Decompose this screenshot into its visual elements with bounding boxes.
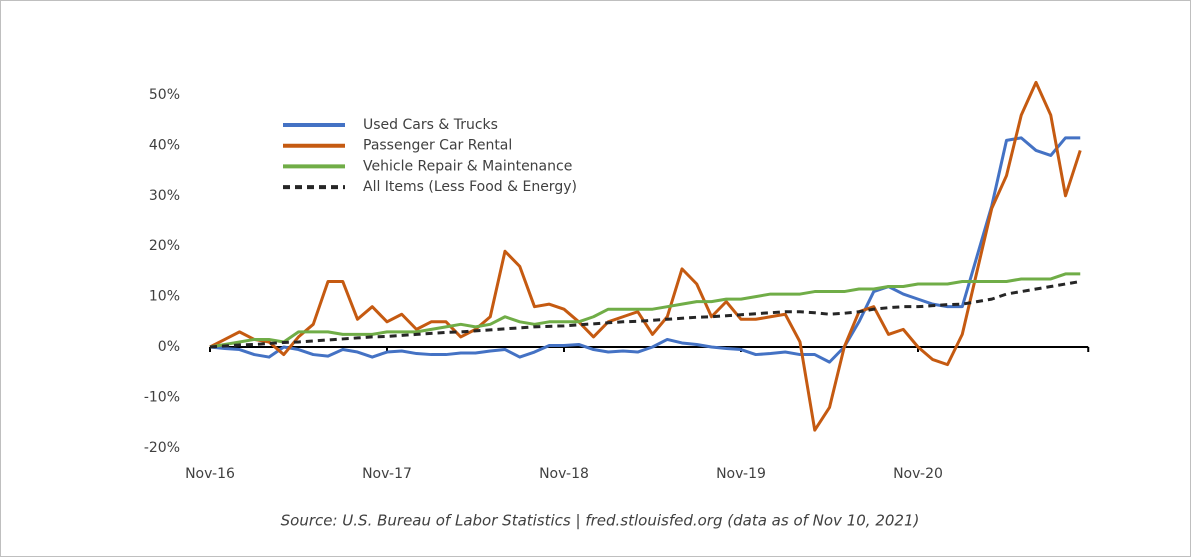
- y-tick-label: 10%: [149, 289, 180, 305]
- y-tick-label: 50%: [149, 87, 180, 103]
- y-tick-label: 0%: [158, 339, 180, 355]
- y-tick-label: -20%: [144, 440, 180, 456]
- x-tick-label: Nov-17: [362, 466, 412, 482]
- legend-label: Vehicle Repair & Maintenance: [363, 158, 572, 174]
- y-tick-label: -10%: [144, 389, 180, 405]
- x-tick-label: Nov-19: [716, 466, 766, 482]
- x-tick-label: Nov-18: [539, 466, 589, 482]
- source-note: Source: U.S. Bureau of Labor Statistics …: [281, 512, 920, 530]
- legend-label: Used Cars & Trucks: [363, 117, 498, 133]
- series-line: [209, 136, 1081, 364]
- series-line: [209, 280, 1081, 349]
- y-tick-label: 30%: [149, 188, 180, 204]
- y-tick-label: 40%: [149, 137, 180, 153]
- y-tick-label: 20%: [149, 238, 180, 254]
- series-line: [209, 80, 1082, 432]
- series-line: [209, 272, 1081, 349]
- x-tick-label: Nov-16: [185, 466, 235, 482]
- x-tick-label: Nov-20: [893, 466, 943, 482]
- legend-label: Passenger Car Rental: [363, 138, 512, 154]
- legend-label: All Items (Less Food & Energy): [363, 179, 577, 195]
